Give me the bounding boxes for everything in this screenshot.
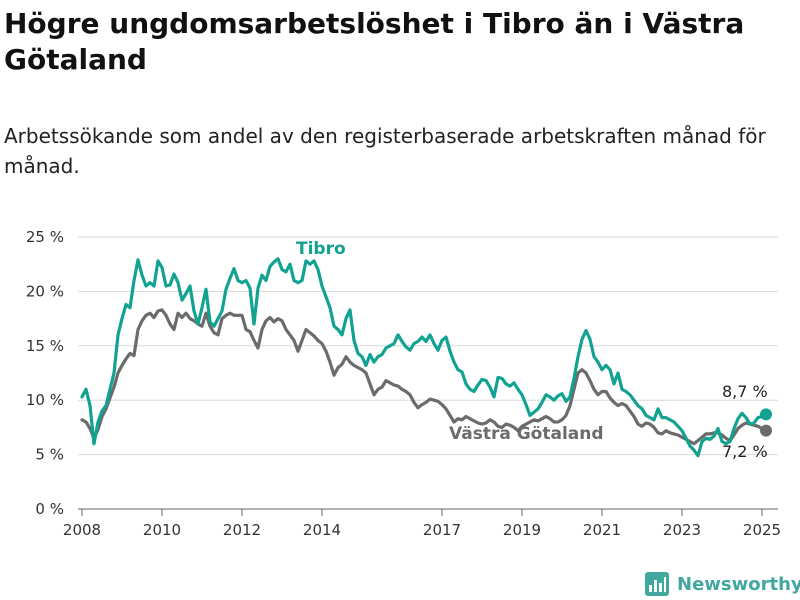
brand-name: Newsworthy	[677, 573, 800, 595]
series-label-vastra-gotaland: Västra Götaland	[449, 424, 604, 444]
x-tick-label: 2019	[503, 521, 541, 539]
grid-lines	[78, 236, 778, 510]
series-line-v-stra-g-taland	[80, 308, 768, 446]
y-tick-label: 25 %	[26, 228, 64, 246]
y-axis: 0 % 5 % 10 % 15 % 20 % 25 %	[26, 228, 64, 518]
series-label-tibro: Tibro	[296, 239, 346, 259]
x-tick-label: 2010	[143, 521, 181, 539]
x-axis: 2008 2010 2012 2014 2017 2019 2021 2023 2025	[63, 509, 781, 539]
bar-chart-logo-icon	[645, 572, 669, 596]
series-line-tibro	[80, 257, 768, 458]
chart-subtitle: Arbetssökande som andel av den registerb…	[4, 124, 766, 178]
y-tick-label: 20 %	[26, 282, 64, 300]
x-tick-label: 2008	[63, 521, 101, 539]
y-tick-label: 15 %	[26, 337, 64, 355]
y-tick-label: 10 %	[26, 391, 64, 409]
end-value-label-tibro: 8,7 %	[722, 382, 768, 401]
newsworthy-logo[interactable]: Newsworthy	[645, 569, 800, 599]
end-value-label-vastra-gotaland: 7,2 %	[722, 442, 768, 461]
line-chart: 0 %5 %10 %15 %20 %25 % 2008 2010 2012 2014 2…	[26, 228, 781, 539]
end-point-v-stra-g-taland	[760, 424, 772, 437]
x-tick-label: 2023	[663, 521, 701, 539]
x-tick-label: 2025	[743, 521, 781, 539]
series-lines	[80, 257, 772, 458]
chart-title: Högre ungdomsarbetslöshet i Tibro än i V…	[4, 7, 745, 76]
y-tick-label: 5 %	[35, 446, 64, 464]
y-tick-label: 0 %	[35, 500, 64, 518]
x-tick-label: 2014	[303, 521, 341, 539]
x-tick-label: 2012	[223, 521, 261, 539]
x-tick-label: 2021	[583, 521, 621, 539]
series-labels: Tibro Västra Götaland 8,7 % 7,2 %	[296, 239, 768, 461]
x-tick-label: 2017	[423, 521, 461, 539]
end-point-tibro	[760, 408, 772, 421]
